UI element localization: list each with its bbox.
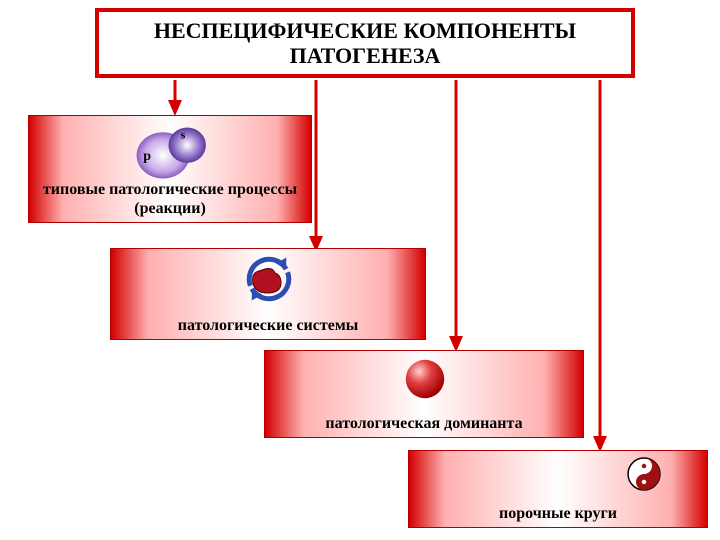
svg-text:s: s <box>181 127 186 141</box>
organ-cycle-icon <box>234 253 304 305</box>
card-processes: psтиповые патологические процессы (реакц… <box>28 115 312 223</box>
arrow-head-0 <box>168 100 182 116</box>
card-dominant: патологическая доминанта <box>264 350 584 438</box>
yinyang-icon <box>619 455 669 493</box>
circles-icon-holder <box>619 455 669 498</box>
card-systems: патологические системы <box>110 248 426 340</box>
card-label-dominant: патологическая доминанта <box>271 415 577 433</box>
card-label-systems: патологические системы <box>117 317 419 335</box>
dominant-icon-holder <box>395 355 455 408</box>
card-circles: порочные круги <box>408 450 708 528</box>
diagram-stage: НЕСПЕЦИФИЧЕСКИЕ КОМПОНЕНТЫ ПАТОГЕНЕЗА ps… <box>0 0 720 540</box>
title-box: НЕСПЕЦИФИЧЕСКИЕ КОМПОНЕНТЫ ПАТОГЕНЕЗА <box>95 8 635 78</box>
processes-icon-holder: ps <box>119 118 229 191</box>
cells-icon: ps <box>119 118 229 186</box>
title-text: НЕСПЕЦИФИЧЕСКИЕ КОМПОНЕНТЫ ПАТОГЕНЕЗА <box>154 18 576 69</box>
card-label-circles: порочные круги <box>415 505 701 523</box>
sphere-icon <box>395 355 455 403</box>
systems-icon-holder <box>234 253 304 310</box>
svg-text:p: p <box>143 149 151 164</box>
